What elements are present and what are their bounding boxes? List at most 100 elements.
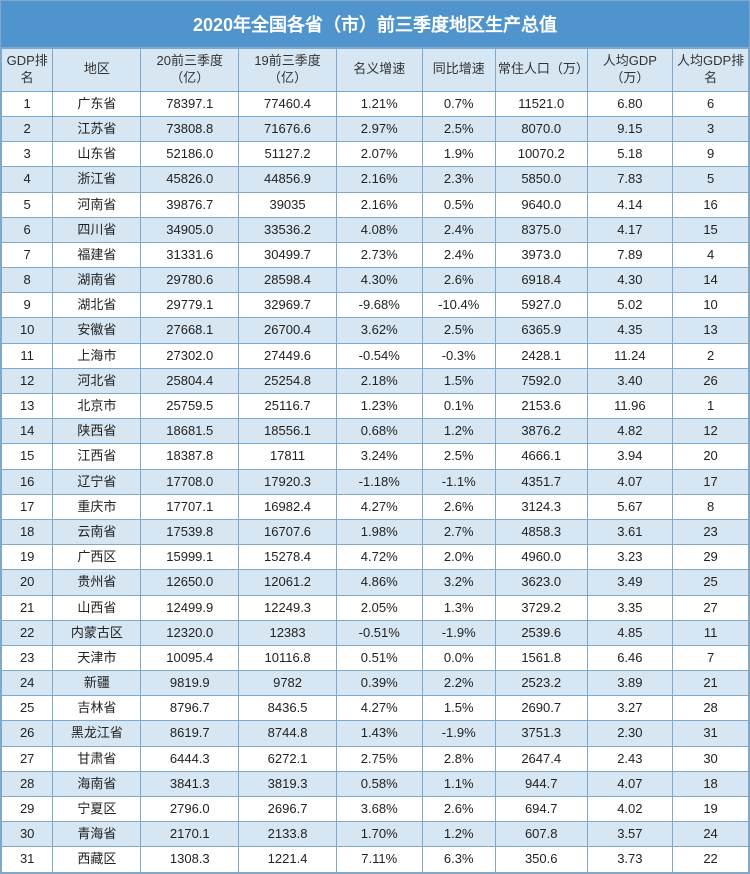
table-cell: 8619.7: [141, 721, 239, 746]
table-cell: 51127.2: [239, 142, 337, 167]
table-cell: 陕西省: [53, 419, 141, 444]
table-cell: -1.18%: [336, 469, 422, 494]
table-cell: 2428.1: [495, 343, 587, 368]
table-cell: 山东省: [53, 142, 141, 167]
table-cell: 350.6: [495, 847, 587, 872]
table-cell: 广西区: [53, 545, 141, 570]
table-cell: 2.30: [587, 721, 673, 746]
table-cell: 27668.1: [141, 318, 239, 343]
table-cell: -1.1%: [422, 469, 495, 494]
table-cell: 湖南省: [53, 268, 141, 293]
table-cell: 2.6%: [422, 494, 495, 519]
table-cell: 6.3%: [422, 847, 495, 872]
table-row: 31西藏区1308.31221.47.11%6.3%350.63.7322: [2, 847, 749, 872]
table-cell: 1.1%: [422, 771, 495, 796]
table-row: 10安徽省27668.126700.43.62%2.5%6365.94.3513: [2, 318, 749, 343]
table-cell: 7592.0: [495, 368, 587, 393]
table-cell: 3.27: [587, 696, 673, 721]
table-cell: 25254.8: [239, 368, 337, 393]
table-row: 11上海市27302.027449.6-0.54%-0.3%2428.111.2…: [2, 343, 749, 368]
table-header: GDP排名地区20前三季度（亿）19前三季度（亿）名义增速同比增速常住人口（万）…: [2, 49, 749, 92]
table-cell: 1561.8: [495, 645, 587, 670]
column-header: 人均GDP排名: [673, 49, 749, 92]
table-cell: 18387.8: [141, 444, 239, 469]
table-cell: 2.18%: [336, 368, 422, 393]
table-cell: 8: [673, 494, 749, 519]
table-cell: 19: [2, 545, 53, 570]
table-cell: 2.97%: [336, 116, 422, 141]
table-cell: 1.3%: [422, 595, 495, 620]
table-cell: 17811: [239, 444, 337, 469]
table-cell: 天津市: [53, 645, 141, 670]
table-cell: 8436.5: [239, 696, 337, 721]
table-cell: 湖北省: [53, 293, 141, 318]
table-cell: 15999.1: [141, 545, 239, 570]
table-cell: 10095.4: [141, 645, 239, 670]
table-row: 23天津市10095.410116.80.51%0.0%1561.86.467: [2, 645, 749, 670]
table-cell: 河北省: [53, 368, 141, 393]
table-cell: 15278.4: [239, 545, 337, 570]
table-cell: 12: [2, 368, 53, 393]
table-cell: 18556.1: [239, 419, 337, 444]
table-cell: 11521.0: [495, 91, 587, 116]
table-cell: 26700.4: [239, 318, 337, 343]
table-cell: 15: [673, 217, 749, 242]
table-cell: 4.17: [587, 217, 673, 242]
table-cell: 7.89: [587, 242, 673, 267]
table-cell: 39876.7: [141, 192, 239, 217]
table-row: 22内蒙古区12320.012383-0.51%-1.9%2539.64.851…: [2, 620, 749, 645]
table-cell: 黑龙江省: [53, 721, 141, 746]
table-cell: 9819.9: [141, 671, 239, 696]
table-cell: 3819.3: [239, 771, 337, 796]
table-cell: 4.27%: [336, 696, 422, 721]
table-cell: 8744.8: [239, 721, 337, 746]
table-row: 15江西省18387.8178113.24%2.5%4666.13.9420: [2, 444, 749, 469]
table-cell: 1.9%: [422, 142, 495, 167]
table-cell: 16: [2, 469, 53, 494]
table-cell: 28598.4: [239, 268, 337, 293]
table-cell: 四川省: [53, 217, 141, 242]
table-cell: 34905.0: [141, 217, 239, 242]
table-cell: 0.5%: [422, 192, 495, 217]
table-cell: 1.70%: [336, 822, 422, 847]
table-row: 20贵州省12650.012061.24.86%3.2%3623.03.4925: [2, 570, 749, 595]
table-cell: 3973.0: [495, 242, 587, 267]
table-cell: 30: [2, 822, 53, 847]
table-cell: 25: [2, 696, 53, 721]
table-cell: 25: [673, 570, 749, 595]
table-cell: 2.75%: [336, 746, 422, 771]
table-row: 8湖南省29780.628598.44.30%2.6%6918.44.3014: [2, 268, 749, 293]
table-cell: 17: [2, 494, 53, 519]
table-cell: 贵州省: [53, 570, 141, 595]
table-cell: -1.9%: [422, 721, 495, 746]
table-cell: 24: [2, 671, 53, 696]
table-cell: 江苏省: [53, 116, 141, 141]
table-cell: 25804.4: [141, 368, 239, 393]
table-cell: 浙江省: [53, 167, 141, 192]
table-cell: 3729.2: [495, 595, 587, 620]
table-cell: 江西省: [53, 444, 141, 469]
table-cell: 7: [2, 242, 53, 267]
table-cell: 3841.3: [141, 771, 239, 796]
table-cell: 22: [2, 620, 53, 645]
table-cell: 19: [673, 797, 749, 822]
table-cell: 13: [673, 318, 749, 343]
table-cell: 6.46: [587, 645, 673, 670]
table-cell: 1: [673, 394, 749, 419]
table-cell: 2.5%: [422, 116, 495, 141]
table-cell: 1.5%: [422, 696, 495, 721]
table-cell: 2.0%: [422, 545, 495, 570]
table-row: 2江苏省73808.871676.62.97%2.5%8070.09.153: [2, 116, 749, 141]
table-cell: 2170.1: [141, 822, 239, 847]
table-cell: 7: [673, 645, 749, 670]
table-cell: 3124.3: [495, 494, 587, 519]
table-cell: 21: [673, 671, 749, 696]
table-row: 30青海省2170.12133.81.70%1.2%607.83.5724: [2, 822, 749, 847]
table-cell: 9: [2, 293, 53, 318]
table-cell: 宁夏区: [53, 797, 141, 822]
table-cell: 12383: [239, 620, 337, 645]
table-cell: 3876.2: [495, 419, 587, 444]
gdp-table-container: 2020年全国各省（市）前三季度地区生产总值 GDP排名地区20前三季度（亿）1…: [0, 0, 750, 874]
table-row: 6四川省34905.033536.24.08%2.4%8375.04.1715: [2, 217, 749, 242]
table-cell: 23: [673, 519, 749, 544]
